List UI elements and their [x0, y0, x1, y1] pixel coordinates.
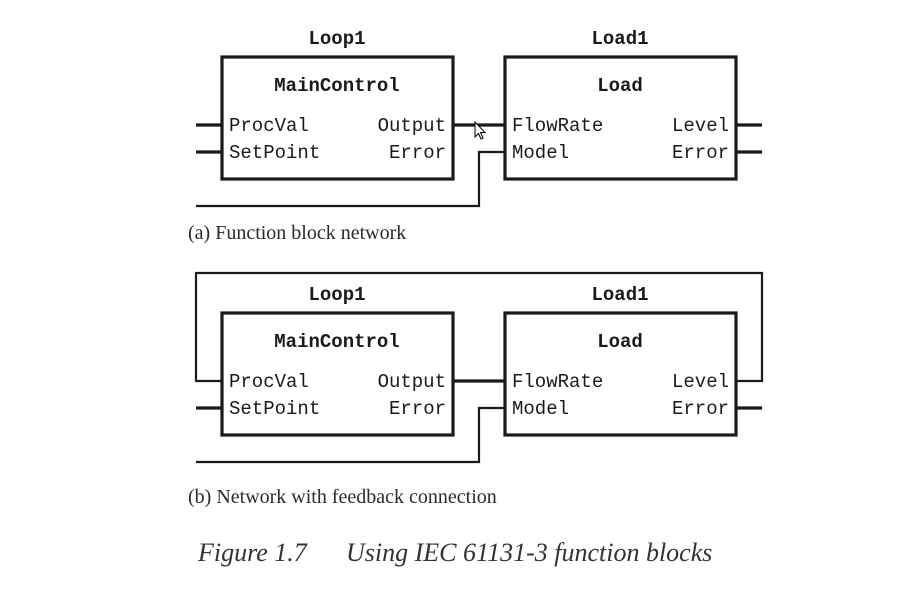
caption-b: (b) Network with feedback connection — [188, 486, 497, 508]
output-port-a: Output — [378, 115, 446, 137]
error-port-right-a: Error — [672, 142, 729, 164]
caption-a: (a) Function block network — [188, 222, 406, 244]
level-port-b: Level — [672, 371, 729, 393]
load-block-a — [503, 55, 738, 181]
figure-number: Figure 1.7 — [197, 538, 308, 567]
load-type-label-b: Load — [597, 331, 643, 353]
procval-port-b: ProcVal — [229, 371, 309, 393]
error-port-left-a: Error — [389, 142, 446, 164]
loop1-instance-label-a: Loop1 — [308, 28, 365, 50]
feedback-wire-b — [194, 271, 764, 383]
diagram-a: Loop1 Load1 MainControl Load ProcVal Set… — [188, 28, 762, 244]
maincontrol-block-a — [220, 55, 455, 181]
figure-caption: Figure 1.7 Using IEC 61131-3 function bl… — [197, 538, 712, 567]
flowrate-port-a: FlowRate — [512, 115, 603, 137]
figure-title: Using IEC 61131-3 function blocks — [346, 538, 712, 567]
maincontrol-block-b — [220, 311, 455, 437]
setpoint-port-b: SetPoint — [229, 398, 320, 420]
setpoint-port-a: SetPoint — [229, 142, 320, 164]
load1-instance-label-a: Load1 — [591, 28, 648, 50]
output-port-b: Output — [378, 371, 446, 393]
flowrate-port-b: FlowRate — [512, 371, 603, 393]
load-type-label-a: Load — [597, 75, 643, 97]
load1-instance-label-b: Load1 — [591, 284, 648, 306]
error-port-left-b: Error — [389, 398, 446, 420]
load-block-b — [503, 311, 738, 437]
model-input-wire-b — [196, 406, 505, 464]
model-port-a: Model — [512, 142, 569, 164]
mouse-cursor-icon — [474, 120, 487, 140]
maincontrol-type-label-a: MainControl — [274, 75, 399, 97]
level-port-a: Level — [672, 115, 729, 137]
model-port-b: Model — [512, 398, 569, 420]
model-input-wire-a — [196, 150, 505, 208]
loop1-instance-label-b: Loop1 — [308, 284, 365, 306]
maincontrol-type-label-b: MainControl — [274, 331, 399, 353]
diagram-b: Loop1 Load1 MainControl Load ProcVal Set… — [188, 271, 764, 508]
procval-port-a: ProcVal — [229, 115, 309, 137]
error-port-right-b: Error — [672, 398, 729, 420]
